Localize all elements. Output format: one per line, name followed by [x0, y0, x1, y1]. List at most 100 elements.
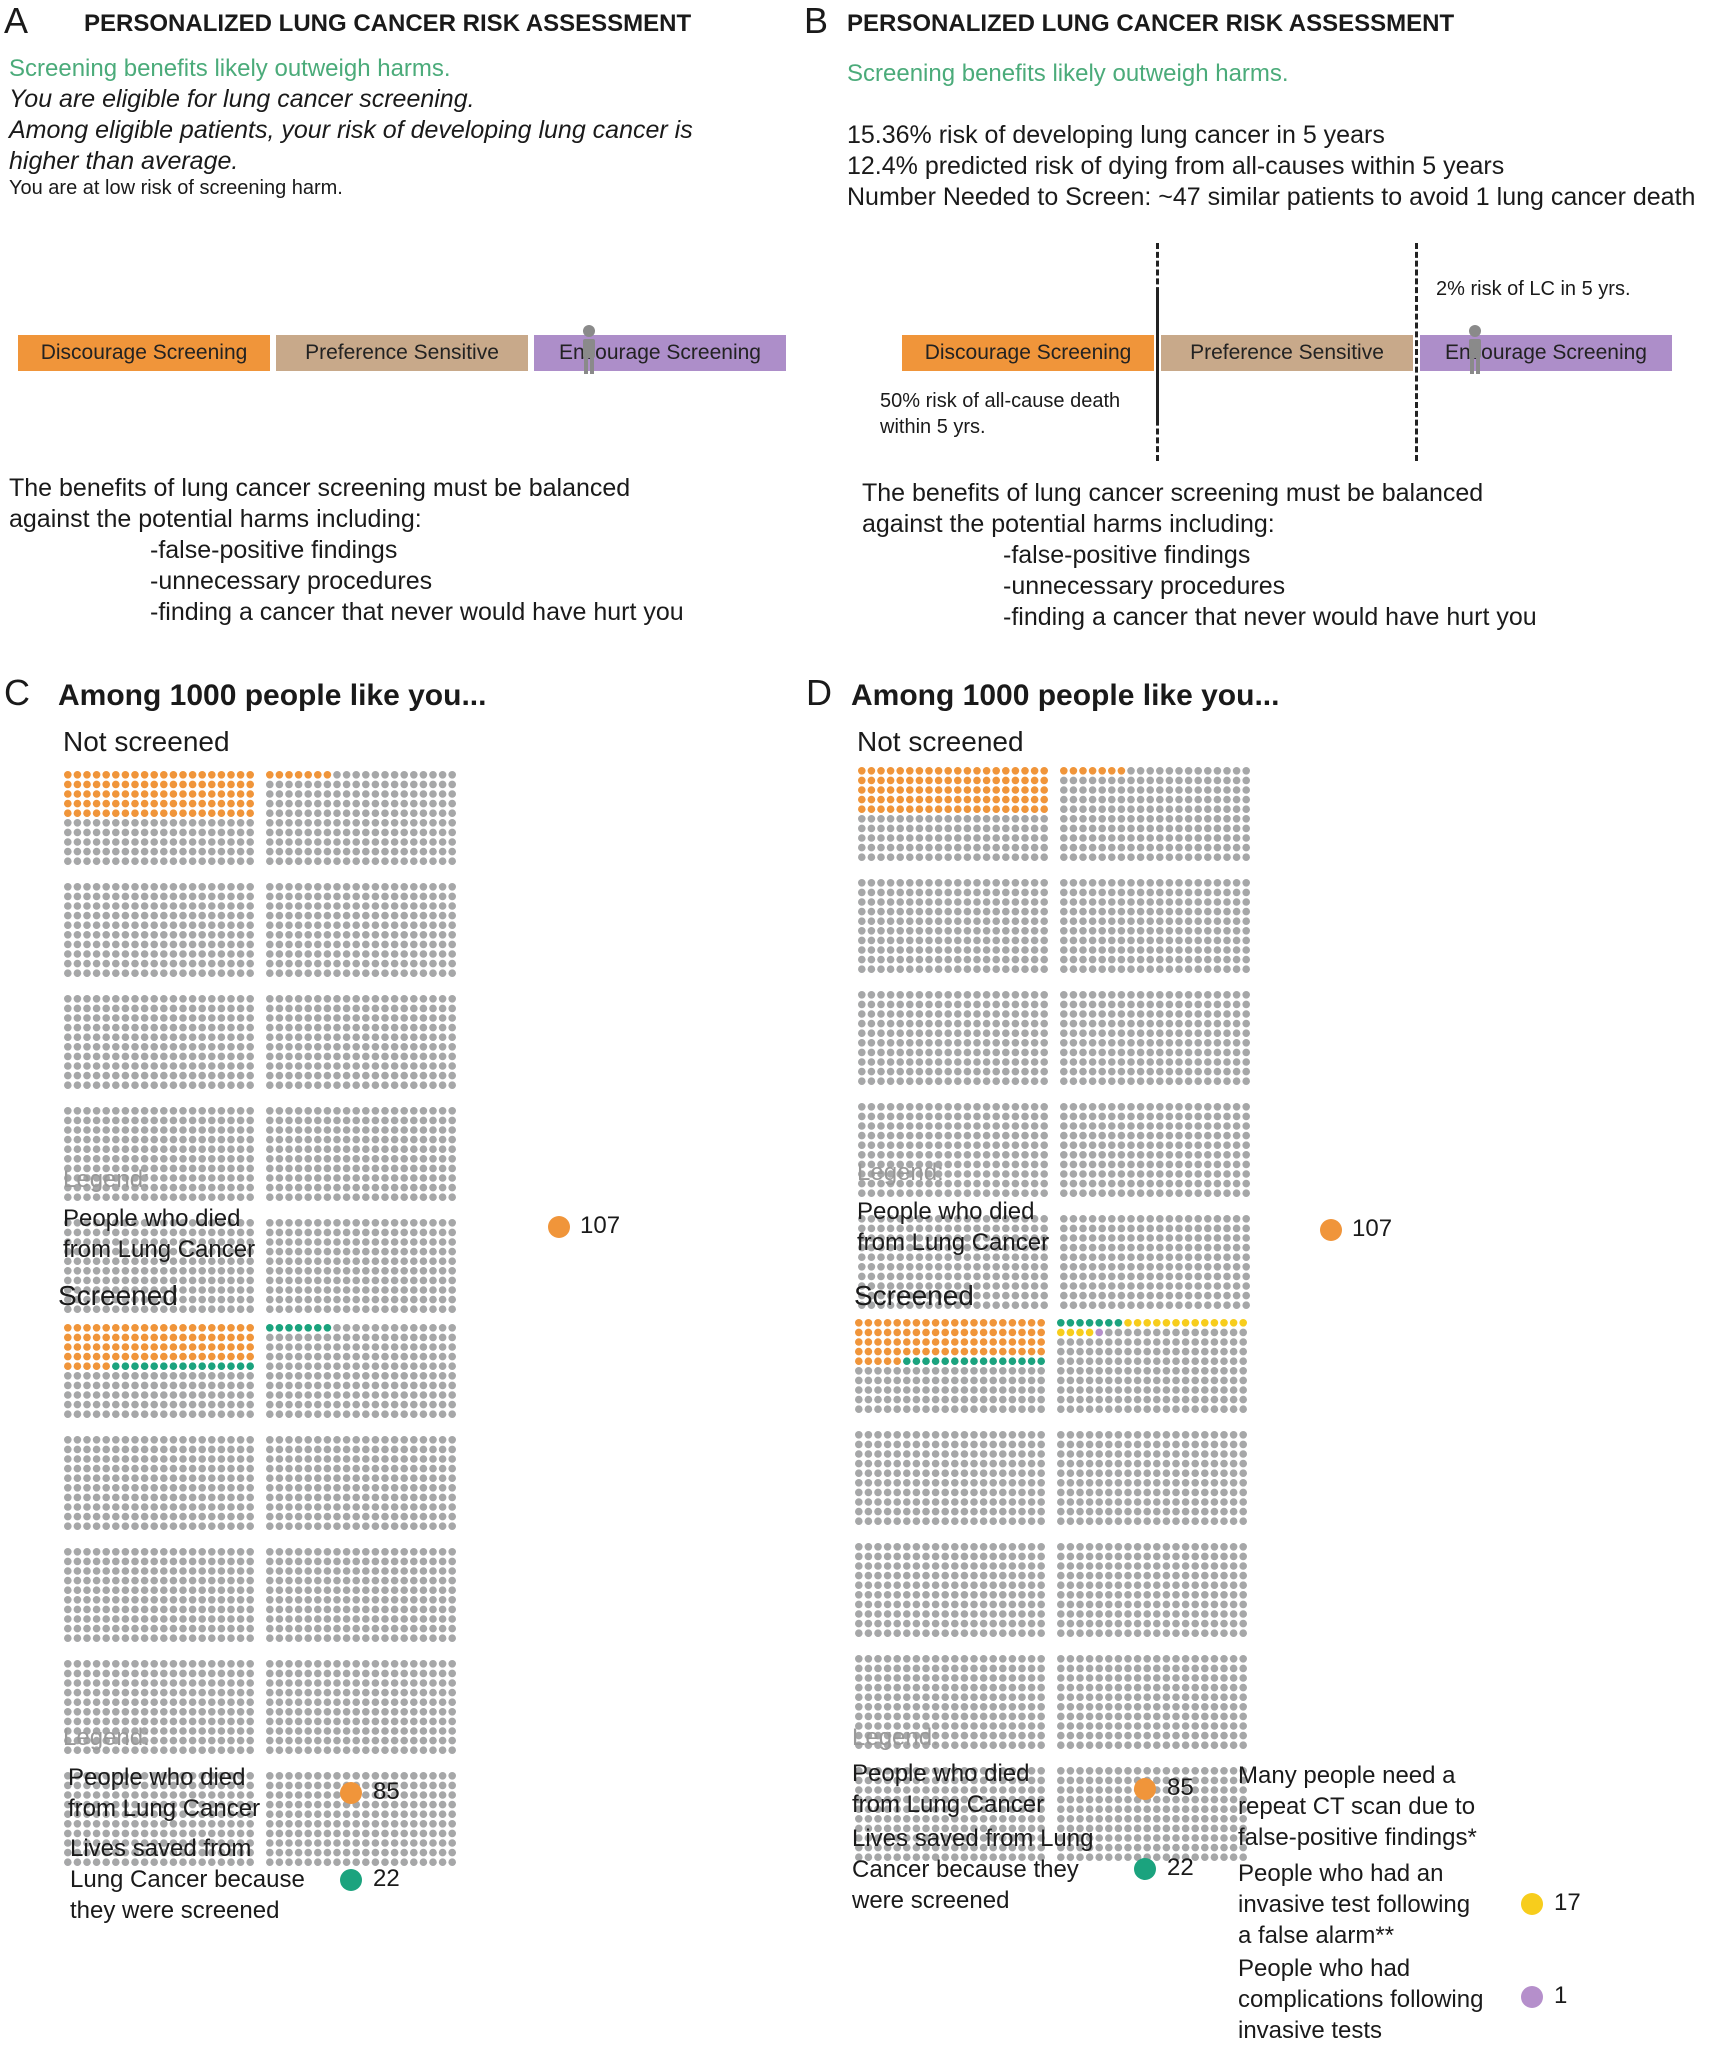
panel-c-not-screened-dot	[400, 780, 409, 789]
panel-c-not-screened-dot	[381, 790, 389, 798]
panel-c-not-screened-dot	[294, 847, 303, 856]
panel-c-not-screened-dot	[121, 1219, 130, 1227]
panel-d-not-screened-dot	[944, 834, 952, 842]
panel-b-harm-3: -finding a cancer that never would have …	[1003, 603, 1537, 631]
panel-c-not-screened-dot	[314, 1286, 322, 1294]
panel-c-not-screened-dot	[352, 1228, 361, 1237]
panel-c-screened-dot	[352, 1455, 361, 1463]
panel-c-not-screened-dot	[160, 799, 168, 808]
panel-c-not-screened-dot	[179, 1276, 187, 1285]
panel-c-screened-dot	[140, 1800, 149, 1809]
panel-c-screened-dot	[400, 1615, 409, 1623]
panel-c-screened-dot	[390, 1455, 399, 1463]
panel-c-screened-dot	[131, 1436, 139, 1444]
panel-c-screened-dot	[294, 1512, 303, 1521]
panel-c-not-screened-dot	[169, 790, 178, 798]
panel-c-screened-dot	[198, 1727, 206, 1735]
panel-d-not-screened-dot	[1213, 786, 1222, 794]
panel-c-not-screened-dot	[92, 1295, 101, 1304]
panel-c-not-screened-dot	[121, 1043, 130, 1051]
panel-c-screened-dot	[362, 1522, 370, 1530]
panel-d-not-screened-dot	[1175, 776, 1183, 785]
panel-c-not-screened-dot	[227, 780, 235, 789]
panel-c-screened-dot	[179, 1781, 187, 1790]
panel-c-not-screened-dot	[371, 1305, 380, 1313]
panel-c-screened-dot	[390, 1781, 399, 1790]
panel-c-not-screened-dot	[294, 1062, 303, 1070]
panel-c-not-screened-dot	[438, 1295, 447, 1304]
panel-c-screened-dot	[83, 1493, 91, 1502]
panel-c-not-screened-dot	[179, 1071, 187, 1080]
panel-c-screened-dot	[246, 1586, 254, 1594]
panel-c-screened-dot	[208, 1410, 216, 1418]
panel-c-screened-dot	[246, 1848, 254, 1857]
panel-c-not-screened-dot	[227, 1174, 235, 1182]
panel-d-not-screened-dot	[1165, 907, 1174, 916]
panel-c-screened-dot	[112, 1660, 120, 1668]
panel-c-screened-dot	[112, 1688, 120, 1697]
panel-c-screened-dot	[112, 1727, 120, 1735]
panel-c-not-screened-dot	[438, 1219, 447, 1227]
panel-d-not-screened-dot	[1165, 824, 1174, 833]
panel-d-not-screened-dot	[1127, 955, 1135, 964]
panel-d-not-screened-dot	[963, 1029, 972, 1037]
panel-c-not-screened-dot	[131, 1107, 139, 1115]
panel-d-not-screened-dot	[1002, 946, 1010, 954]
panel-c-not-screened-dot	[112, 838, 120, 846]
panel-c-screened-dot	[400, 1548, 409, 1556]
panel-c-screened-dot	[285, 1596, 293, 1604]
panel-d-not-screened-dot	[1242, 927, 1250, 935]
panel-d-not-screened-dot	[1002, 917, 1010, 925]
panel-c-not-screened-dot	[275, 959, 284, 968]
panel-c-screened-dot	[140, 1781, 149, 1790]
panel-d-not-screened-dot	[1175, 936, 1183, 945]
panel-c-screened-dot	[131, 1410, 139, 1418]
panel-c-not-screened-dot	[64, 1052, 72, 1061]
panel-c-not-screened-dot	[198, 902, 206, 910]
panel-c-screened-dot	[381, 1464, 389, 1473]
panel-c-screened-dot	[438, 1503, 447, 1511]
panel-d-not-screened-dot	[915, 917, 924, 925]
panel-d-not-screened-dot	[973, 936, 981, 945]
panel-c-not-screened-dot	[198, 1135, 206, 1144]
panel-c-screened-dot	[285, 1848, 293, 1857]
panel-c-not-screened-dot	[73, 1155, 82, 1163]
panel-c-screened-dot	[410, 1660, 418, 1668]
panel-d-not-screened-dot	[896, 898, 904, 906]
panel-d-not-screened-dot	[1213, 907, 1222, 916]
panel-c-screened-dot	[121, 1445, 130, 1454]
panel-c-not-screened-dot	[131, 1193, 139, 1201]
panel-c-not-screened-dot	[410, 857, 418, 865]
panel-c-screened-dot	[102, 1548, 110, 1556]
panel-d-not-screened-dot	[1040, 927, 1048, 935]
panel-c-screened-dot	[188, 1688, 197, 1697]
panel-c-screened-dot	[198, 1372, 206, 1380]
panel-d-not-screened-dot	[1213, 843, 1222, 852]
panel-c-screened-dot	[246, 1605, 254, 1614]
panel-d-not-screened-dot	[982, 805, 991, 813]
panel-d-not-screened-dot	[906, 795, 914, 804]
panel-c-screened-dot	[419, 1746, 428, 1754]
panel-c-screened-dot	[400, 1848, 409, 1857]
panel-d-not-screened-dot	[896, 917, 904, 925]
panel-c-screened-dot	[140, 1512, 149, 1521]
panel-c-screened-dot	[266, 1624, 274, 1633]
panel-c-not-screened-dot	[362, 883, 370, 891]
panel-c-screened-dot	[304, 1333, 312, 1342]
panel-d-not-screened-dot	[1002, 927, 1010, 935]
panel-c-screened-dot	[429, 1381, 437, 1390]
panel-c-not-screened-dot	[73, 819, 82, 827]
panel-c-screened-dot	[314, 1634, 322, 1642]
panel-c-not-screened-dot	[429, 995, 437, 1003]
panel-c-not-screened-dot	[314, 1193, 322, 1201]
panel-d-not-screened-dot	[1030, 1000, 1039, 1009]
panel-c-screened-dot	[410, 1586, 418, 1594]
panel-c-not-screened-dot	[102, 902, 110, 910]
panel-d-not-screened-dot	[1117, 767, 1126, 775]
panel-c-not-screened-dot	[246, 1071, 254, 1080]
panel-c-screened-dot	[246, 1727, 254, 1735]
panel-c-not-screened-dot	[429, 1033, 437, 1041]
panel-c-screened-dot	[410, 1679, 418, 1687]
panel-d-not-screened-dot	[1165, 843, 1174, 852]
panel-c-screened-dot	[285, 1333, 293, 1342]
